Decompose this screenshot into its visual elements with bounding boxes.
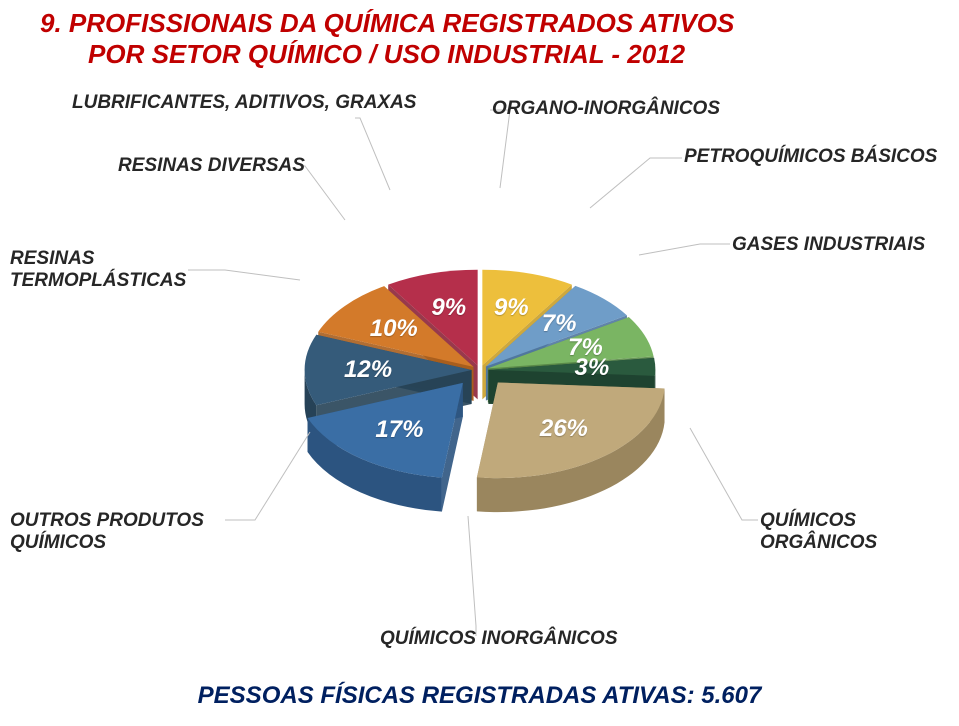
pct-label: 12% [344,356,392,384]
page-title-line2: POR SETOR QUÍMICO / USO INDUSTRIAL - 201… [40,39,920,70]
category-label: LUBRIFICANTES, ADITIVOS, GRAXAS [72,92,416,114]
page-title-line1: 9. PROFISSIONAIS DA QUÍMICA REGISTRADOS … [40,8,920,39]
category-label: GASES INDUSTRIAIS [732,234,925,256]
page: 9. PROFISSIONAIS DA QUÍMICA REGISTRADOS … [0,0,959,726]
category-label: PETROQUÍMICOS BÁSICOS [684,146,937,168]
footer-total: PESSOAS FÍSICAS REGISTRADAS ATIVAS: 5.60… [0,682,959,710]
page-title-block: 9. PROFISSIONAIS DA QUÍMICA REGISTRADOS … [40,8,920,69]
category-label: RESINAS DIVERSAS [118,155,305,177]
category-label: OUTROS PRODUTOSQUÍMICOS [10,510,204,554]
pct-label: 26% [540,415,588,443]
category-label: ORGANO-INORGÂNICOS [492,98,720,120]
pie-chart: 9%7%7%3%26%17%12%10%9%LUBRIFICANTES, ADI… [0,80,959,640]
pct-label: 9% [487,294,535,322]
footer-block: PESSOAS FÍSICAS REGISTRADAS ATIVAS: 5.60… [0,668,959,710]
pct-label: 9% [425,294,473,322]
pct-label: 17% [375,416,423,444]
category-label: RESINASTERMOPLÁSTICAS [10,248,186,292]
category-label: QUÍMICOS INORGÂNICOS [380,628,618,650]
pct-label: 10% [370,315,418,343]
category-label: QUÍMICOSORGÂNICOS [760,510,877,554]
pct-label: 3% [568,354,616,382]
